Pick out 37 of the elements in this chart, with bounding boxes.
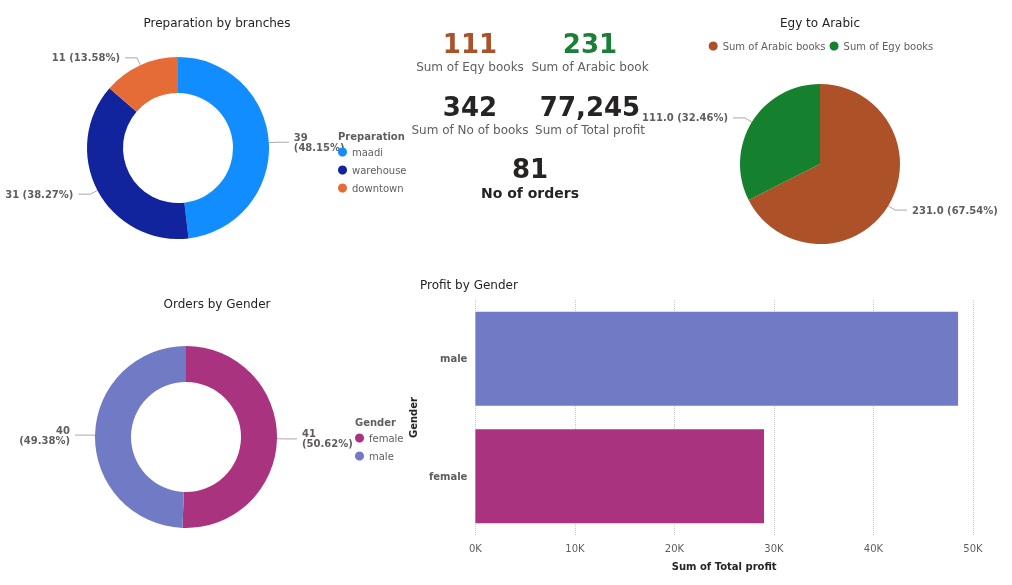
legend-title: Preparation xyxy=(338,130,405,142)
category-label: Sum of Total profit xyxy=(534,122,646,137)
legend-label: downtown xyxy=(352,182,404,194)
legend-label: Sum of Egy books xyxy=(843,40,934,52)
data-label: 231.0 (67.54%) xyxy=(911,204,998,216)
legend-label: warehouse xyxy=(352,164,407,176)
legend-label: Sum of Arabic books xyxy=(722,40,826,52)
x-axis-title: Sum of Total profit xyxy=(671,560,777,572)
x-tick-label: 30K xyxy=(764,542,785,554)
category-label: Sum of Arabic book xyxy=(530,60,650,74)
y-axis-title: Gender xyxy=(407,396,419,438)
x-tick-label: 10K xyxy=(565,542,585,554)
chart-title: Profit by Gender xyxy=(420,278,518,292)
data-label: 111 xyxy=(441,28,499,60)
x-tick-label: 50K xyxy=(963,542,984,554)
data-label: 77,245 xyxy=(539,91,641,122)
category-label: Sum of Eqy books xyxy=(415,60,525,74)
legend-title: Gender xyxy=(355,416,397,428)
legend-label: maadi xyxy=(352,146,384,158)
chart-title: Orders by Gender xyxy=(163,297,271,311)
data-label: 81 xyxy=(510,153,550,186)
data-label: 111.0 (32.46%) xyxy=(642,112,729,124)
chart-title: Egy to Arabic xyxy=(779,16,861,30)
x-tick-label: 20K xyxy=(664,542,685,554)
data-label: 231 xyxy=(561,28,619,60)
x-tick-label: 40K xyxy=(863,542,884,554)
legend-label: male xyxy=(369,450,394,462)
data-label: 40 (49.38%) xyxy=(19,424,71,446)
x-tick-label: 0K xyxy=(468,542,483,554)
data-label: 11 (13.58%) xyxy=(51,52,121,64)
data-label: 342 xyxy=(441,90,499,123)
data-label: 31 (38.27%) xyxy=(5,188,74,200)
category-label: No of orders xyxy=(479,185,581,202)
data-label: 41 (50.62%) xyxy=(301,428,353,450)
chart-title: Preparation by branches xyxy=(143,16,291,30)
legend-label: female xyxy=(369,432,404,444)
category-label: Sum of No of books xyxy=(410,122,530,137)
